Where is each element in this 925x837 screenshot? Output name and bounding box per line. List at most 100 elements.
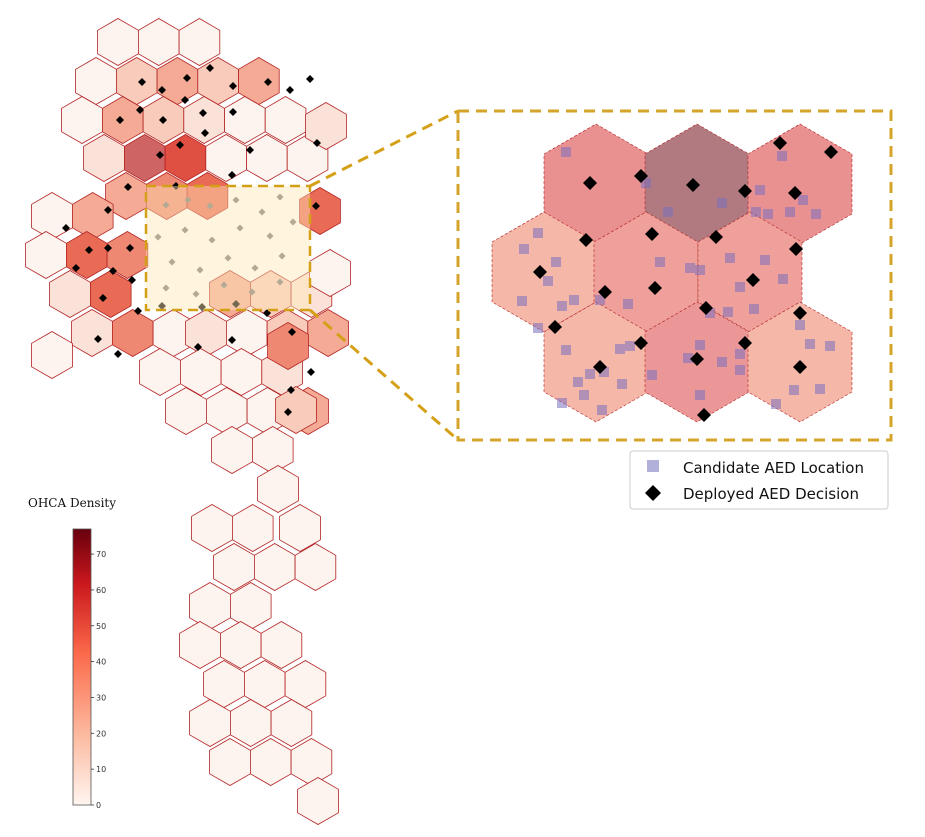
aed-marker-zoomed [181,226,189,234]
aed-marker [124,183,132,191]
candidate-aed [557,398,567,408]
colorbar-tick-label: 0 [96,801,101,810]
aed-marker [85,246,93,254]
hex-cell [294,543,337,591]
aed-marker [104,206,112,214]
aed-marker-zoomed [224,254,232,262]
aed-marker [264,78,272,86]
hex-cell [31,192,73,240]
zoom-connector-bottom [309,308,459,442]
inset-deployed-aeds [533,136,838,422]
aed-marker [228,336,236,344]
deployed-aed [793,306,807,320]
hex-cell [307,309,349,357]
candidate-aed [683,353,693,363]
hex-cell [219,621,262,669]
hex-cell [112,309,154,357]
hex-cell [178,18,221,66]
hex-cell [124,134,166,182]
aed-marker [232,300,240,308]
candidate-aed [805,339,815,349]
aed-marker [228,171,236,179]
candidate-aed [815,384,825,394]
deployed-aed [598,285,612,299]
colorbar-tick-label: 10 [96,765,106,774]
aed-marker-zoomed [289,218,297,226]
candidate-aed [723,307,733,317]
aed-marker-zoomed [154,233,162,241]
colorbar-tick-label: 60 [96,586,106,595]
candidate-aed [647,370,657,380]
candidate-aed [763,209,773,219]
candidate-aed [735,282,745,292]
candidate-aed [625,341,635,351]
candidate-aed [543,276,553,286]
hex-cell [137,18,180,66]
aed-marker [206,64,214,72]
inset-frame [456,109,893,442]
candidate-aed [798,195,808,205]
deployed-aed [645,227,659,241]
aed-marker [199,109,207,117]
aed-marker [126,244,134,252]
candidate-legend-icon [647,460,659,472]
candidate-aed [573,377,583,387]
candidate-aed [811,209,821,219]
aed-marker [284,408,292,416]
hex-cell [106,231,149,279]
hex-cell [270,699,313,747]
hex-cell [267,322,309,370]
hex-cell [309,249,351,297]
hex-cell [97,18,139,66]
aed-marker-zoomed [168,258,176,266]
candidate-aed [623,299,633,309]
aed-marker [62,224,70,232]
deployed-aed [634,336,648,350]
aed-marker [246,146,254,154]
hex-cell [179,621,221,669]
colorbar-scale [72,528,92,806]
candidate-aed [717,357,727,367]
candidate-aed [760,255,770,265]
hex-cell [229,582,272,630]
deployed-aed [579,233,593,247]
aed-marker [307,368,315,376]
candidate-legend-label: Candidate AED Location [683,459,864,477]
aed-marker-zoomed [251,264,259,272]
hex-cell [275,386,317,434]
candidate-aed [717,198,727,208]
deployed-aed [789,242,803,256]
hex-cell [297,777,339,825]
candidate-aed [595,295,605,305]
aed-marker [172,182,180,190]
candidate-aed [557,301,567,311]
aed-marker [181,96,189,104]
candidate-aed [695,265,705,275]
inset-candidate-locations [517,147,835,415]
deployed-aed [746,273,760,287]
aed-marker [136,106,144,114]
deployed-legend-label: Deployed AED Decision [683,485,859,503]
candidate-aed [569,295,579,305]
aed-marker-zoomed [206,202,214,210]
aed-marker [156,151,164,159]
aed-marker-zoomed [232,196,240,204]
main-aed-markers [62,64,321,416]
hex-cell [264,96,307,144]
hex-cell [211,426,253,474]
aed-marker [286,86,294,94]
hex-cell [66,231,108,279]
candidate-aed [561,345,571,355]
candidate-aed [615,344,625,354]
hex-cell [253,543,296,591]
aed-marker [201,129,209,137]
aed-marker [114,350,122,358]
candidate-aed [685,263,695,273]
legend-box [629,450,889,510]
candidate-aed [641,178,651,188]
hex-cell [260,621,303,669]
deployed-aed [699,301,713,315]
candidate-aed [735,349,745,359]
aed-marker [306,75,314,83]
deployed-aed [634,169,648,183]
